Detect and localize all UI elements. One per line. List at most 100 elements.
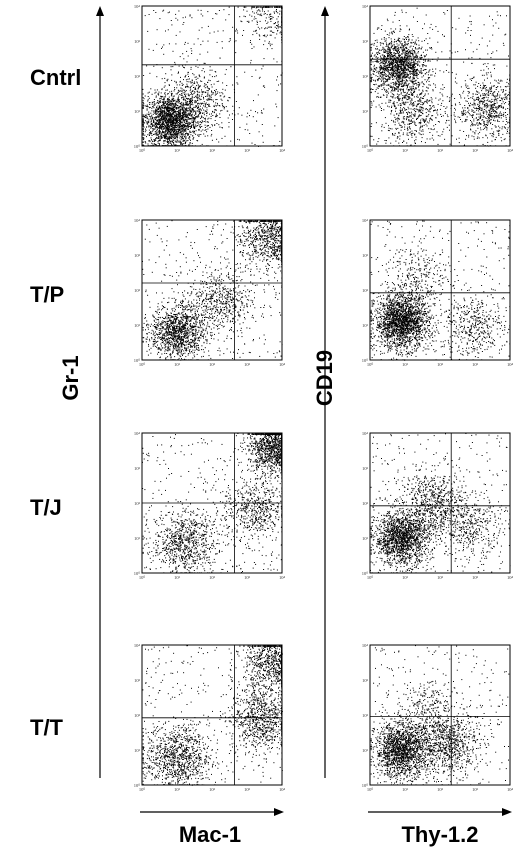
point xyxy=(485,72,487,74)
point xyxy=(397,53,399,55)
point xyxy=(167,123,169,125)
point xyxy=(399,73,401,75)
point xyxy=(389,55,391,57)
point xyxy=(142,100,144,102)
point xyxy=(388,84,389,86)
point xyxy=(152,124,153,126)
point xyxy=(406,59,408,61)
point xyxy=(195,78,197,80)
point xyxy=(410,68,412,69)
point xyxy=(391,89,393,91)
point xyxy=(142,126,144,128)
point xyxy=(180,90,182,92)
point xyxy=(402,66,404,68)
point xyxy=(142,108,144,109)
point xyxy=(497,107,499,109)
point xyxy=(146,120,148,122)
point xyxy=(180,109,182,111)
point xyxy=(420,48,422,49)
point xyxy=(167,107,169,109)
point xyxy=(163,134,165,136)
point xyxy=(487,94,489,96)
point xyxy=(194,114,195,116)
point xyxy=(386,57,388,59)
point xyxy=(178,125,180,127)
point xyxy=(222,105,224,107)
point xyxy=(413,57,415,59)
point xyxy=(219,57,221,59)
point xyxy=(492,109,494,111)
point xyxy=(395,77,397,79)
point xyxy=(383,83,385,85)
point xyxy=(507,131,508,132)
point xyxy=(463,114,465,116)
point xyxy=(394,64,396,66)
point xyxy=(175,82,177,84)
point xyxy=(154,101,155,103)
point xyxy=(411,42,413,44)
point xyxy=(235,40,237,42)
point xyxy=(412,81,414,83)
point xyxy=(400,70,402,72)
point xyxy=(157,145,159,147)
point xyxy=(425,49,427,51)
point xyxy=(168,138,170,139)
point xyxy=(160,135,162,137)
point xyxy=(186,104,188,106)
point xyxy=(196,105,197,107)
point xyxy=(395,59,397,61)
point xyxy=(281,18,283,20)
point xyxy=(178,116,180,118)
thy12-axis xyxy=(368,808,512,816)
point xyxy=(397,82,399,84)
point xyxy=(210,135,212,137)
point xyxy=(193,130,195,132)
point xyxy=(403,45,405,47)
point xyxy=(403,64,405,66)
point xyxy=(173,116,175,118)
point xyxy=(167,106,169,107)
point xyxy=(501,106,503,108)
point xyxy=(174,133,176,135)
point xyxy=(383,80,385,82)
point xyxy=(498,91,500,93)
point xyxy=(162,119,163,121)
point xyxy=(171,145,172,147)
point xyxy=(495,114,497,116)
point xyxy=(505,127,506,129)
point xyxy=(172,117,174,119)
point xyxy=(162,132,164,134)
point xyxy=(164,103,165,105)
point xyxy=(503,103,505,105)
point xyxy=(281,39,283,41)
point xyxy=(497,106,499,107)
point xyxy=(179,114,180,116)
point xyxy=(202,91,204,93)
point xyxy=(172,141,174,143)
point xyxy=(145,129,147,131)
point xyxy=(211,90,212,92)
point xyxy=(164,140,166,141)
point xyxy=(207,25,209,27)
point xyxy=(404,73,406,75)
point xyxy=(168,103,170,105)
point xyxy=(449,97,451,99)
point xyxy=(281,19,283,21)
point xyxy=(386,84,388,86)
point xyxy=(411,89,413,90)
point xyxy=(169,134,171,136)
point xyxy=(147,134,149,136)
point xyxy=(413,74,414,76)
point xyxy=(221,127,223,128)
point xyxy=(416,75,418,77)
point xyxy=(186,113,188,115)
point xyxy=(494,103,495,105)
point xyxy=(167,111,169,113)
point xyxy=(182,111,184,113)
point xyxy=(170,69,172,71)
point xyxy=(494,97,496,99)
point xyxy=(396,56,398,58)
point xyxy=(157,145,159,147)
point xyxy=(397,87,399,89)
point xyxy=(498,79,499,81)
